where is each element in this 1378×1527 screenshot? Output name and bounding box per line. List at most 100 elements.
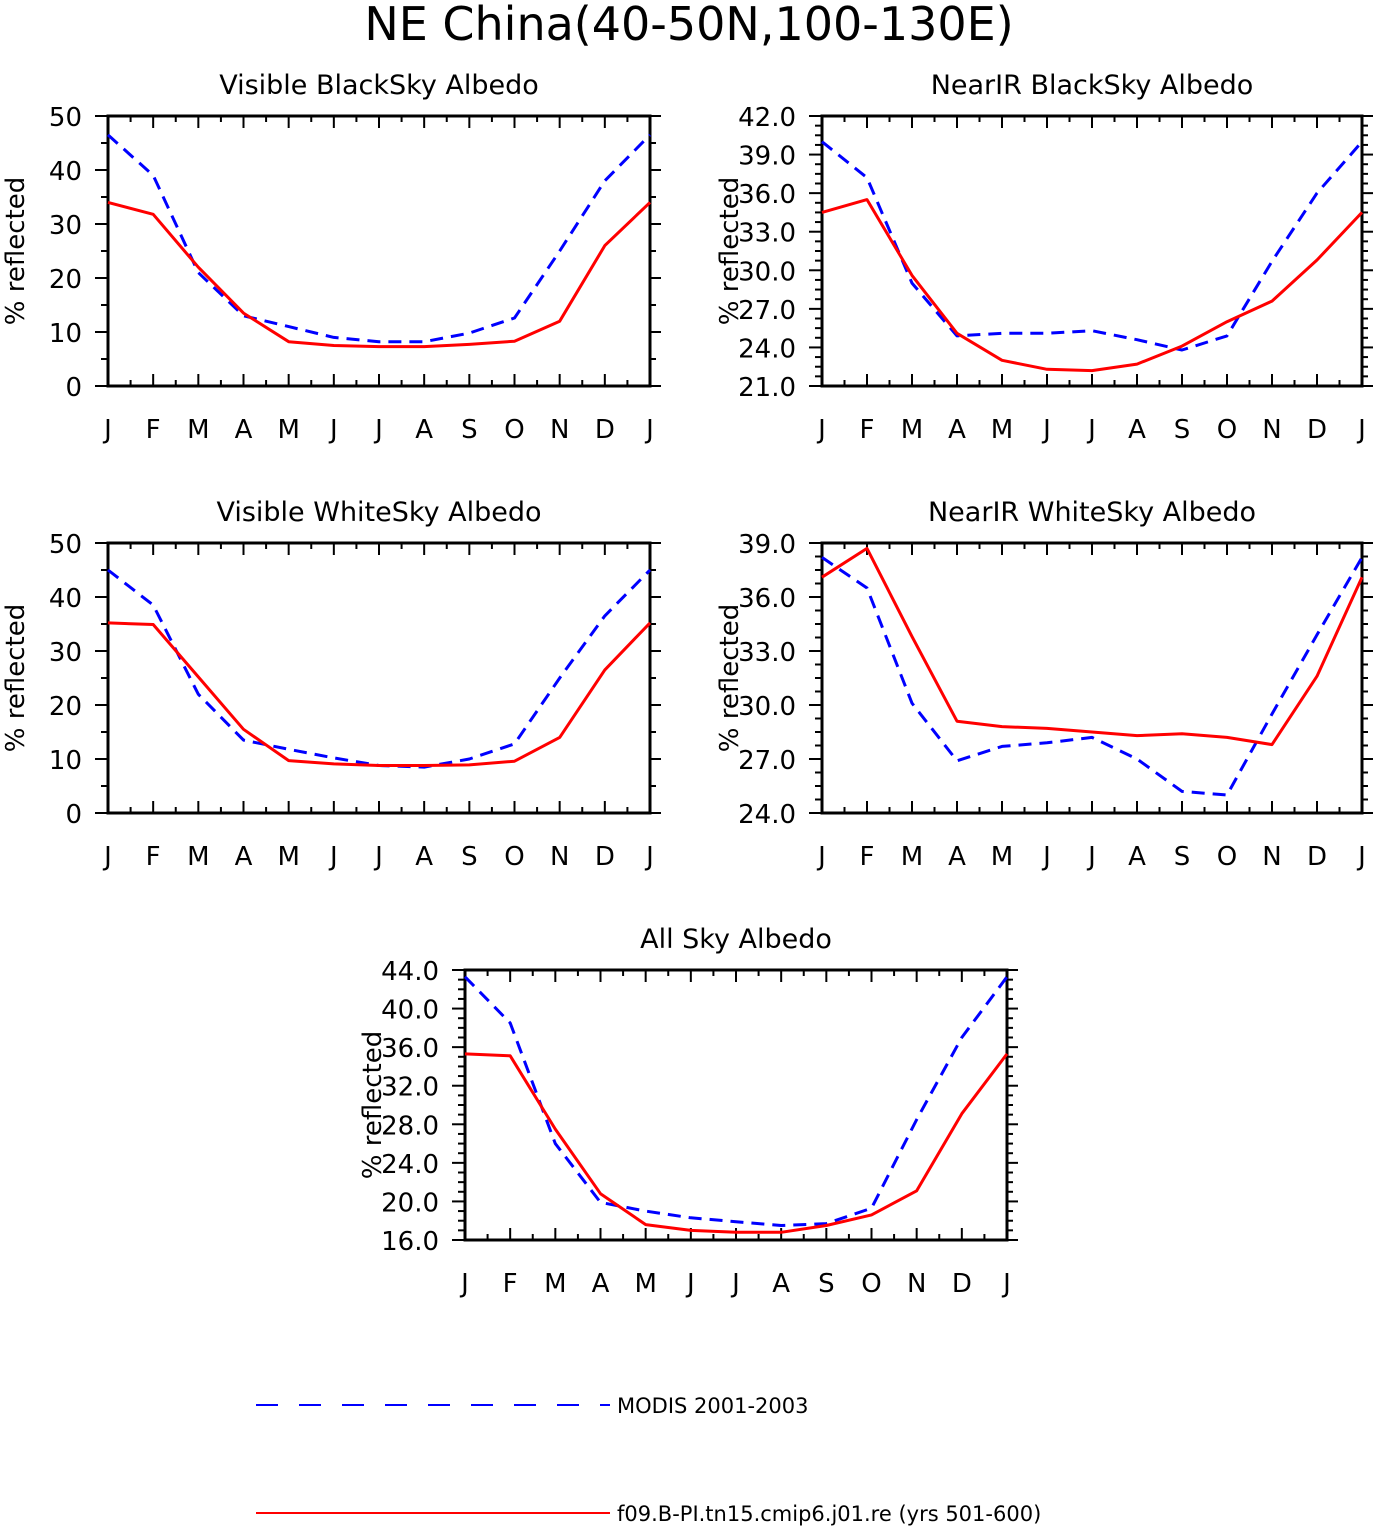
nearir-whitesky-xtick-label: J — [1356, 842, 1366, 872]
nearir-blacksky-series-modis — [821, 140, 1364, 352]
visible-whitesky-xtick-label: M — [187, 842, 209, 872]
visible-blacksky-xtick-label: J — [644, 415, 654, 445]
allsky-xtick-label: J — [730, 1269, 740, 1299]
visible-whitesky-xtick-label: J — [373, 842, 383, 872]
nearir-blacksky-frame — [820, 114, 1364, 388]
allsky-xtick-label: A — [772, 1269, 790, 1299]
allsky-series-modis — [463, 975, 1009, 1227]
visible-whitesky-series-model — [107, 621, 652, 767]
nearir-whitesky-ytick-label: 24.0 — [738, 800, 796, 830]
visible-blacksky-xtick-label: J — [102, 415, 112, 445]
allsky-xtick-label: D — [952, 1269, 972, 1299]
figure-title: NE China(40-50N,100-130E) — [364, 0, 1013, 51]
nearir-whitesky-xtick-label: O — [1217, 842, 1237, 872]
visible-blacksky-series-model — [107, 200, 652, 349]
visible-blacksky-ytick-label: 40 — [49, 157, 82, 187]
nearir-blacksky-xtick-label: J — [1041, 415, 1051, 445]
visible-blacksky-ytick-label: 30 — [49, 211, 82, 241]
allsky-xtick-label: J — [685, 1269, 695, 1299]
visible-whitesky-xtick-label: F — [146, 842, 161, 872]
visible-blacksky-ytick-label: 0 — [65, 373, 82, 403]
visible-whitesky-xtick-label: A — [235, 842, 253, 872]
nearir-whitesky-ylabel: % reflected — [715, 604, 745, 752]
visible-whitesky-title: Visible WhiteSky Albedo — [216, 497, 541, 528]
visible-whitesky-ytick-label: 20 — [49, 692, 82, 722]
nearir-whitesky-xtick-label: D — [1307, 842, 1327, 872]
nearir-blacksky-title: NearIR BlackSky Albedo — [931, 70, 1254, 101]
visible-blacksky-xtick-label: A — [235, 415, 253, 445]
visible-whitesky-xtick-label: O — [504, 842, 524, 872]
allsky-ytick-label: 32.0 — [381, 1073, 439, 1103]
allsky-ytick-label: 44.0 — [381, 957, 439, 987]
visible-blacksky-ylabel: % reflected — [1, 177, 31, 325]
nearir-blacksky-xtick-label: J — [816, 415, 826, 445]
allsky-xtick-label: N — [907, 1269, 926, 1299]
nearir-whitesky-title: NearIR WhiteSky Albedo — [928, 497, 1256, 528]
allsky-ytick-label: 36.0 — [381, 1034, 439, 1064]
nearir-blacksky-ytick-label: 21.0 — [738, 373, 796, 403]
nearir-blacksky-ytick-label: 39.0 — [738, 142, 796, 172]
visible-blacksky-xtick-label: A — [415, 415, 433, 445]
nearir-blacksky-ytick-label: 30.0 — [738, 257, 796, 287]
visible-whitesky-ylabel: % reflected — [1, 604, 31, 752]
allsky-xtick-label: J — [459, 1269, 469, 1299]
visible-whitesky-xtick-label: A — [415, 842, 433, 872]
nearir-blacksky-ytick-label: 42.0 — [738, 103, 796, 133]
nearir-blacksky-xtick-label: J — [1086, 415, 1096, 445]
legend-modis-label: MODIS 2001-2003 — [617, 1394, 808, 1418]
visible-blacksky-xtick-label: J — [373, 415, 383, 445]
visible-blacksky-ytick-label: 50 — [49, 103, 82, 133]
allsky-ytick-label: 24.0 — [381, 1150, 439, 1180]
visible-blacksky-xtick-label: S — [461, 415, 478, 445]
nearir-blacksky-xtick-label: M — [901, 415, 923, 445]
visible-whitesky-xtick-label: M — [277, 842, 299, 872]
visible-whitesky-xtick-label: J — [102, 842, 112, 872]
nearir-whitesky-ytick-label: 30.0 — [738, 692, 796, 722]
visible-blacksky-xtick-label: N — [550, 415, 569, 445]
nearir-whitesky-xtick-label: J — [1041, 842, 1051, 872]
allsky-xtick-label: A — [592, 1269, 610, 1299]
visible-whitesky-xtick-label: D — [595, 842, 615, 872]
nearir-whitesky-xtick-label: A — [1128, 842, 1146, 872]
allsky-ytick-label: 16.0 — [381, 1227, 439, 1257]
visible-blacksky-xtick-label: J — [328, 415, 338, 445]
nearir-blacksky-ytick-label: 33.0 — [738, 219, 796, 249]
nearir-blacksky-xtick-label: A — [948, 415, 966, 445]
visible-whitesky-ytick-label: 40 — [49, 584, 82, 614]
visible-whitesky-xtick-label: S — [461, 842, 478, 872]
allsky-xtick-label: O — [861, 1269, 881, 1299]
visible-blacksky-xtick-label: D — [595, 415, 615, 445]
visible-blacksky-ytick-label: 10 — [49, 319, 82, 349]
nearir-whitesky-xtick-label: A — [948, 842, 966, 872]
visible-blacksky-xtick-label: M — [187, 415, 209, 445]
allsky-xtick-label: F — [503, 1269, 518, 1299]
allsky-xtick-label: J — [1001, 1269, 1011, 1299]
nearir-whitesky-series-model — [821, 546, 1364, 747]
nearir-whitesky-series-modis — [821, 556, 1364, 797]
nearir-blacksky-xtick-label: M — [991, 415, 1013, 445]
allsky-xtick-label: S — [818, 1269, 835, 1299]
allsky-series-model — [464, 1052, 1009, 1234]
visible-whitesky-ytick-label: 30 — [49, 638, 82, 668]
visible-blacksky-ytick-label: 20 — [49, 265, 82, 295]
allsky-ytick-label: 20.0 — [381, 1188, 439, 1218]
allsky-ytick-label: 40.0 — [381, 996, 439, 1026]
legend: MODIS 2001-2003 f09.B-PI.tn15.cmip6.j01.… — [256, 1394, 1041, 1526]
nearir-whitesky-xtick-label: N — [1262, 842, 1281, 872]
nearir-blacksky-xtick-label: J — [1356, 415, 1366, 445]
allsky-xtick-label: M — [634, 1269, 656, 1299]
nearir-blacksky-xtick-label: N — [1262, 415, 1281, 445]
nearir-blacksky-ylabel: % reflected — [715, 177, 745, 325]
nearir-blacksky-xtick-label: F — [860, 415, 875, 445]
allsky-ytick-label: 28.0 — [381, 1111, 439, 1141]
nearir-whitesky-xtick-label: J — [816, 842, 826, 872]
nearir-blacksky-ytick-label: 36.0 — [738, 180, 796, 210]
visible-whitesky-xtick-label: J — [644, 842, 654, 872]
nearir-blacksky-ytick-label: 27.0 — [738, 296, 796, 326]
